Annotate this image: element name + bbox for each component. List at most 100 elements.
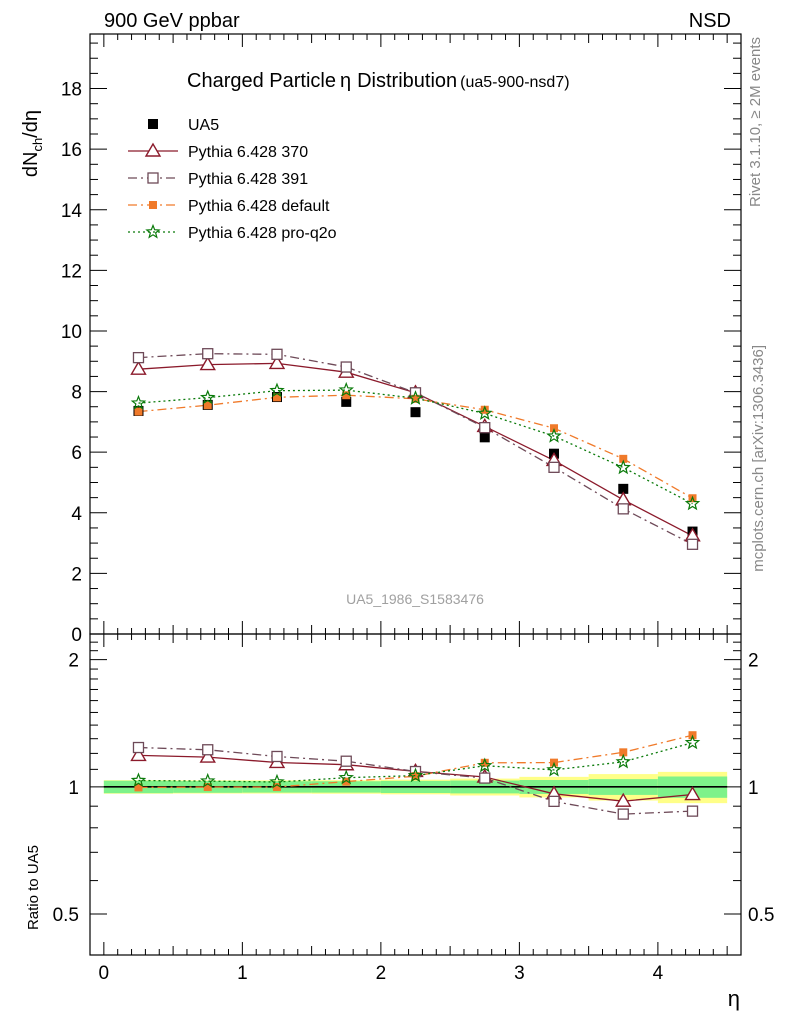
ratio-data-point <box>476 757 493 773</box>
data-point <box>615 491 632 506</box>
x-tick-label: 1 <box>237 963 248 984</box>
mcplots-label: mcplots.cern.ch [arXiv:1306.3436] <box>750 345 767 572</box>
ratio-data-point <box>619 748 628 757</box>
data-point <box>341 396 352 407</box>
ratio-data-point <box>199 772 216 788</box>
ratio-data-point <box>269 773 285 789</box>
legend-label: Pythia 6.428 370 <box>188 144 308 161</box>
ratio-y-tick-label-right: 1 <box>748 778 759 799</box>
process-label: NSD <box>689 10 731 32</box>
data-point <box>130 394 147 410</box>
data-point <box>476 405 493 420</box>
ratio-series-line <box>138 734 693 789</box>
ratio-data-point <box>203 783 212 792</box>
data-point <box>684 495 701 511</box>
data-point <box>268 355 286 370</box>
data-point <box>546 427 562 443</box>
ratio-data-point <box>546 761 562 777</box>
analysis-watermark: UA5_1986_S1583476 <box>346 591 484 607</box>
data-point <box>199 356 216 371</box>
ratio-y-axis-label: Ratio to UA5 <box>25 845 42 930</box>
data-point <box>132 351 145 364</box>
ratio-data-point <box>202 744 214 756</box>
y-tick-label: 18 <box>61 80 82 101</box>
data-point <box>134 407 143 416</box>
x-tick-label: 2 <box>376 963 387 984</box>
data-point <box>617 503 629 515</box>
data-point <box>271 348 283 360</box>
energy-label: 900 GeV ppbar <box>104 10 240 32</box>
x-axis-label: η <box>728 986 740 1011</box>
y-tick-label: 12 <box>61 261 82 282</box>
data-point <box>203 401 212 410</box>
x-tick-label: 4 <box>653 963 664 984</box>
ratio-data-point <box>686 805 699 817</box>
y-tick-label: 10 <box>61 322 82 343</box>
ratio-frame <box>89 633 742 956</box>
x-tick-label: 0 <box>99 963 110 984</box>
y-tick-label: 4 <box>71 504 82 525</box>
series-line <box>138 353 693 545</box>
ratio-panel: 0 1 2 3 4 0.5 0.5 1 1 2 2 <box>53 633 774 984</box>
ratio-data-point <box>130 772 147 788</box>
ratio-data-point <box>271 750 283 763</box>
data-point <box>130 360 147 375</box>
series-line <box>138 389 693 505</box>
data-point <box>340 361 352 373</box>
ratio-data-point <box>342 777 351 786</box>
series-line <box>138 394 693 499</box>
ratio-y-tick-label-right: 2 <box>748 651 759 672</box>
legend-label: Pythia 6.428 391 <box>188 171 308 188</box>
ratio-y-tick-label: 1 <box>68 778 79 799</box>
ratio-data-point <box>199 748 216 763</box>
ratio-y-tick-label: 2 <box>68 651 79 672</box>
data-point <box>342 391 351 400</box>
data-point <box>615 459 632 475</box>
ratio-data-point <box>617 808 629 820</box>
legend: UA5 Pythia 6.428 370 Pythia 6.428 391 Pythi… <box>128 117 337 242</box>
legend-label: Pythia 6.428 pro-q2o <box>188 225 337 242</box>
y-tick-label: 6 <box>71 443 82 464</box>
data-point <box>202 348 214 360</box>
ratio-data-point <box>407 767 424 783</box>
y-tick-label: 16 <box>61 140 82 161</box>
ratio-data-point <box>134 783 143 792</box>
ratio-data-point <box>684 734 701 750</box>
ratio-data-point <box>132 741 145 754</box>
legend-marker <box>145 223 161 239</box>
ratio-data-point <box>340 755 352 767</box>
data-point <box>410 407 421 418</box>
ratio-data-point <box>548 795 560 808</box>
ratio-data-point <box>615 792 632 807</box>
legend-marker <box>149 201 157 209</box>
data-point <box>269 382 285 398</box>
data-point <box>199 389 216 405</box>
x-tick-label: 3 <box>514 963 525 984</box>
ratio-data-point <box>479 772 491 784</box>
y-tick-label: 2 <box>71 564 82 585</box>
data-point <box>479 432 490 443</box>
legend-label: Pythia 6.428 default <box>188 198 330 215</box>
ratio-data-point <box>338 769 355 785</box>
ratio-data-point <box>615 753 632 769</box>
chart-title: Charged Particle η Distribution (ua5-900-ns… <box>187 70 570 92</box>
data-point <box>686 538 699 550</box>
data-point <box>480 405 489 414</box>
ratio-data-point <box>480 758 489 767</box>
y-axis-label: dNch/dη <box>20 110 45 177</box>
legend-label: UA5 <box>188 117 219 134</box>
ratio-data-point <box>411 772 420 781</box>
data-point <box>411 394 420 403</box>
data-point <box>618 483 629 494</box>
ratio-data-point <box>272 783 281 792</box>
ratio-data-point <box>130 747 147 762</box>
rivet-label: Rivet 3.1.10, ≥ 2M events <box>747 37 764 207</box>
data-point <box>338 381 355 397</box>
data-point <box>548 461 560 473</box>
y-tick-label: 14 <box>61 201 83 222</box>
ratio-y-tick-label-right: 0.5 <box>748 905 774 926</box>
legend-marker <box>148 119 158 129</box>
legend-marker <box>144 142 162 157</box>
